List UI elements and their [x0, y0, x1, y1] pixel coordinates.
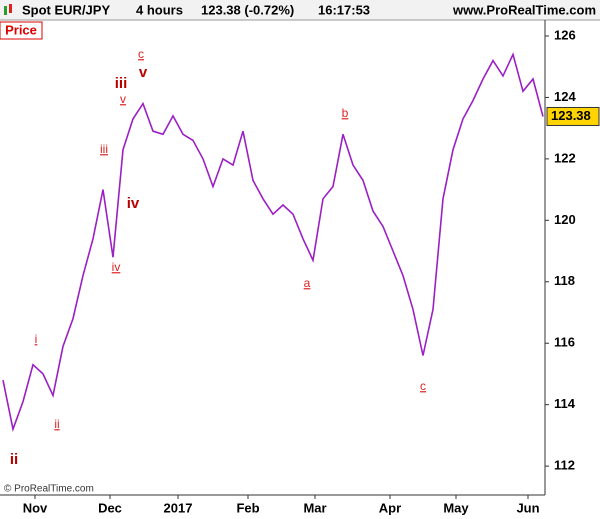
- panel-badge: [0, 21, 43, 40]
- y-tick-label: 120: [554, 212, 576, 227]
- interval: 4 hours: [136, 2, 183, 17]
- y-tick-label: 122: [554, 150, 576, 165]
- y-tick-label: 116: [554, 335, 575, 350]
- header-bar: [0, 0, 600, 20]
- wave-label: b: [342, 106, 349, 120]
- x-tick-label: Feb: [236, 500, 259, 515]
- last-price-box: [546, 106, 600, 126]
- x-tick-label: Dec: [98, 500, 122, 515]
- wave-label: v: [120, 92, 126, 106]
- y-tick-label: 112: [554, 458, 575, 473]
- icon: [9, 4, 12, 13]
- x-tick-label: May: [443, 500, 469, 515]
- x-tick-label: Jun: [516, 500, 539, 515]
- y-tick-label: 124: [554, 89, 576, 104]
- price-line: [2, 52, 544, 433]
- x-tick-label: Nov: [23, 500, 48, 515]
- y-tick-label: 114: [554, 396, 576, 411]
- quote: 123.38 (-0.72%): [201, 2, 294, 17]
- wave-label: i: [35, 332, 38, 346]
- wave-label: ii: [10, 451, 18, 468]
- wave-label: iv: [127, 195, 140, 212]
- x-tick-label: 2017: [164, 500, 193, 515]
- wave-label: ii: [54, 417, 59, 431]
- y-tick-label: 118: [554, 273, 575, 288]
- source: www.ProRealTime.com: [452, 2, 596, 17]
- chart-title: Spot EUR/JPY: [22, 2, 110, 17]
- wave-label: iii: [100, 142, 108, 156]
- icon: [4, 6, 7, 15]
- y-tick-label: 126: [554, 27, 576, 42]
- wave-label: a: [304, 276, 311, 290]
- x-tick-label: Apr: [379, 500, 401, 515]
- x-tick-label: Mar: [303, 500, 326, 515]
- wave-label: c: [420, 379, 426, 393]
- wave-label: iv: [112, 260, 121, 274]
- copyright: © ProRealTime.com: [4, 484, 94, 495]
- last-price-label: 123.38: [551, 108, 591, 123]
- wave-label: iii: [115, 75, 128, 92]
- time: 16:17:53: [318, 2, 370, 17]
- panel-label: Price: [5, 22, 37, 37]
- wave-label: c: [138, 47, 144, 61]
- wave-label: v: [139, 64, 148, 81]
